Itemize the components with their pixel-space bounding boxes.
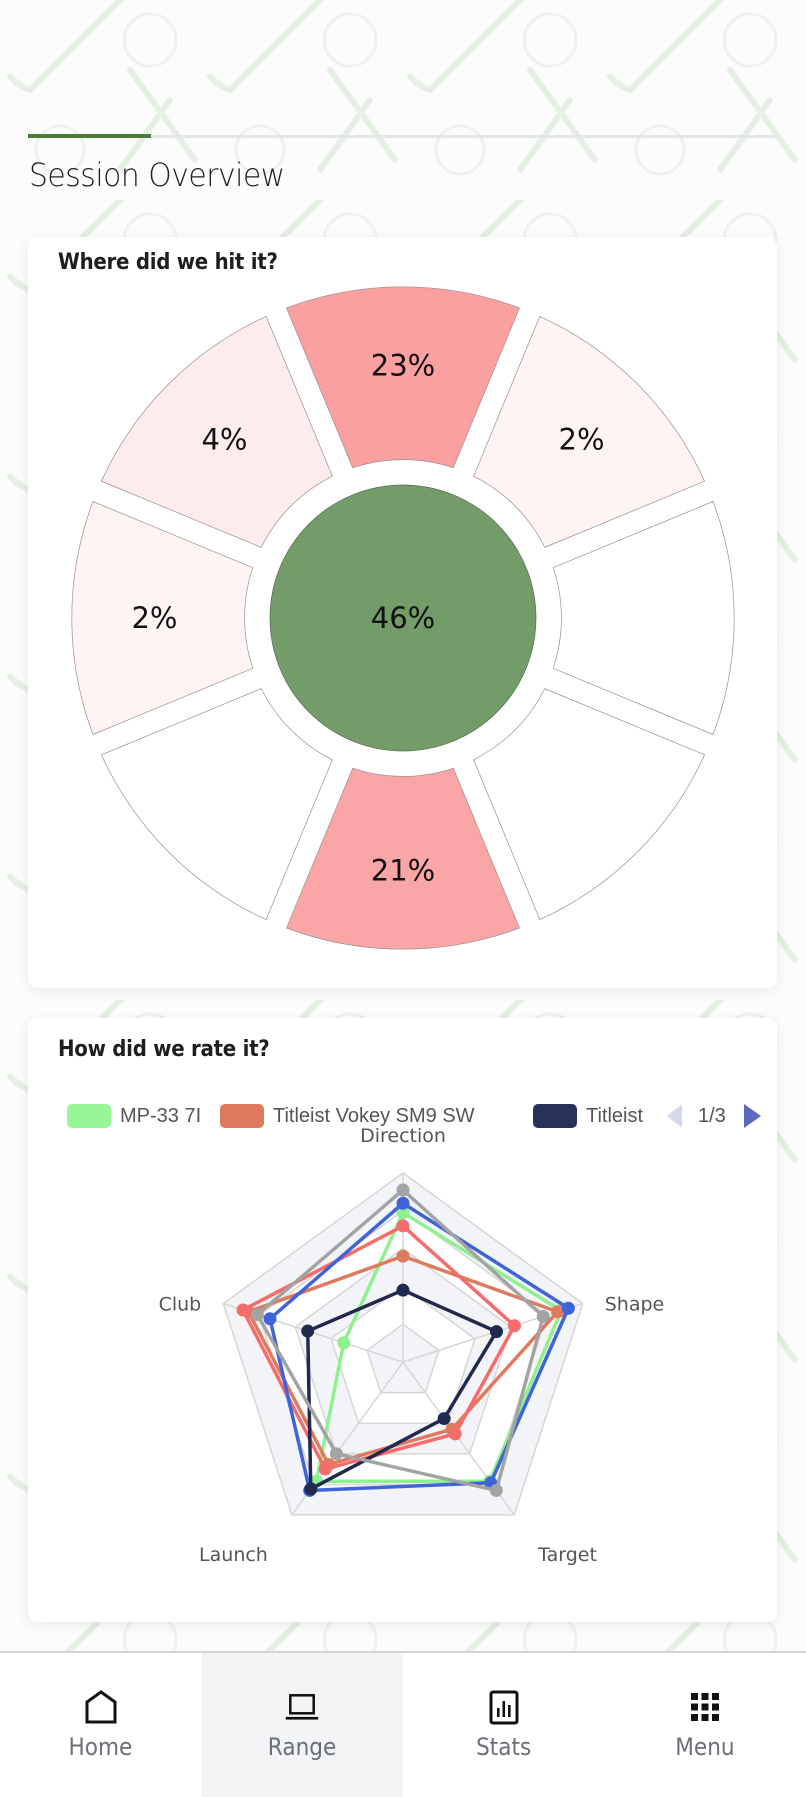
radar-axis-label-shape: Shape [605, 1294, 665, 1316]
nav-label: Range [268, 1733, 336, 1761]
dispersion-chart: 23% 2% 21% 2% 4% 46% [28, 237, 777, 988]
dispersion-segment-bottom-left [101, 689, 332, 920]
hit-dispersion-card: Where did we hit it? 23%2%21%2%4%46% [28, 237, 777, 988]
page-title: Session Overview [29, 156, 285, 194]
radar-data-point[interactable] [508, 1319, 521, 1332]
bar-chart-icon [486, 1689, 522, 1725]
radar-data-point[interactable] [397, 1197, 410, 1210]
nav-item-range[interactable]: Range [202, 1653, 404, 1797]
radar-axis-label-direction: Direction [360, 1125, 446, 1147]
radar-data-point[interactable] [330, 1447, 343, 1460]
rating-card: How did we rate it? MP-33 7I Titleist Vo… [28, 1018, 777, 1622]
radar-data-point[interactable] [490, 1325, 503, 1338]
bottom-nav: Home Range Stats Menu [0, 1651, 806, 1797]
radar-data-point[interactable] [304, 1482, 317, 1495]
radar-axis-label-target: Target [537, 1544, 597, 1566]
radar-data-point[interactable] [449, 1427, 462, 1440]
radar-data-point[interactable] [319, 1463, 332, 1476]
radar-data-point[interactable] [562, 1302, 575, 1315]
nav-item-home[interactable]: Home [0, 1653, 202, 1797]
home-icon [83, 1689, 119, 1725]
dispersion-label-top: 23% [371, 349, 435, 383]
nav-label: Home [69, 1733, 133, 1761]
dispersion-segment-right [553, 501, 734, 734]
radar-axis-label-club: Club [159, 1294, 202, 1316]
radar-data-point[interactable] [397, 1219, 410, 1232]
radar-data-point[interactable] [301, 1325, 314, 1338]
radar-data-point[interactable] [237, 1304, 250, 1317]
radar-data-point[interactable] [438, 1412, 451, 1425]
radar-data-point[interactable] [397, 1250, 410, 1263]
nav-label: Menu [676, 1733, 735, 1761]
laptop-icon [284, 1689, 320, 1725]
dispersion-segment-bottom-right [474, 689, 705, 920]
radar-data-point[interactable] [337, 1336, 350, 1349]
radar-data-point[interactable] [263, 1312, 276, 1325]
nav-label: Stats [476, 1733, 531, 1761]
dispersion-label-bottom: 21% [371, 854, 435, 888]
radar-axis-label-launch: Launch [199, 1544, 268, 1566]
progress-fill [28, 134, 151, 138]
radar-data-point[interactable] [537, 1310, 550, 1323]
nav-item-stats[interactable]: Stats [403, 1653, 605, 1797]
progress-track [28, 135, 776, 138]
radar-chart: Direction Shape Target Launch Club [28, 1018, 777, 1622]
nav-item-menu[interactable]: Menu [605, 1653, 806, 1797]
dispersion-label-top-right: 2% [559, 422, 605, 456]
radar-data-point[interactable] [490, 1484, 503, 1497]
dispersion-label-top-left: 4% [201, 422, 247, 456]
dispersion-label-left: 2% [131, 601, 177, 635]
radar-data-point[interactable] [397, 1284, 410, 1297]
radar-data-point[interactable] [251, 1308, 264, 1321]
dispersion-center-label: 46% [371, 601, 435, 635]
grid-icon [687, 1689, 723, 1725]
radar-data-point[interactable] [397, 1184, 410, 1197]
